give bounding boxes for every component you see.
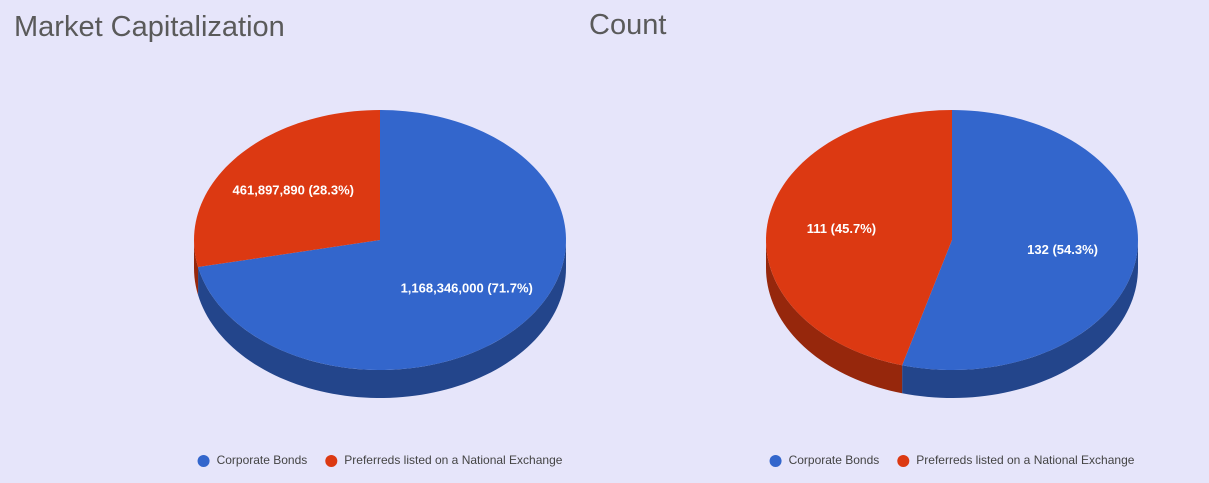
slice bbox=[766, 110, 952, 366]
pie-sides bbox=[766, 240, 1138, 398]
slice-side bbox=[902, 240, 1138, 398]
pie-chart: Market Capitalization 1,168,346,000 (71.7… bbox=[14, 11, 566, 467]
legend: Corporate Bonds Preferreds listed on a Na… bbox=[197, 453, 563, 467]
slice-label: 1,168,346,000 (71.7%) bbox=[401, 281, 533, 296]
pie-chart: Count 132 (54.3%) 111 (45.7%) Corporate Bon… bbox=[589, 9, 1138, 467]
slice bbox=[198, 110, 566, 370]
slice bbox=[902, 110, 1138, 370]
chart-title: Market Capitalization bbox=[14, 11, 285, 43]
slice-side bbox=[194, 240, 199, 296]
legend-label: Corporate Bonds bbox=[789, 453, 880, 467]
slice-side bbox=[198, 240, 566, 398]
slice-label: 461,897,890 (28.3%) bbox=[233, 182, 354, 197]
chart-title: Count bbox=[589, 9, 666, 41]
pie-sides bbox=[194, 240, 566, 398]
slice-label: 111 (45.7%) bbox=[807, 221, 876, 236]
slice-side bbox=[766, 240, 903, 394]
legend-label: Preferreds listed on a National Exchange bbox=[916, 453, 1134, 467]
slice bbox=[194, 110, 380, 268]
legend-swatch bbox=[769, 455, 782, 467]
legend: Corporate Bonds Preferreds listed on a Na… bbox=[769, 453, 1135, 467]
legend-label: Preferreds listed on a National Exchange bbox=[344, 453, 562, 467]
legend-label: Corporate Bonds bbox=[217, 453, 308, 467]
slice-label: 132 (54.3%) bbox=[1027, 242, 1098, 257]
pie-tops bbox=[766, 110, 1138, 370]
legend-swatch bbox=[897, 455, 910, 467]
pie-tops bbox=[194, 110, 566, 370]
legend-swatch bbox=[197, 455, 210, 467]
legend-swatch bbox=[325, 455, 338, 467]
